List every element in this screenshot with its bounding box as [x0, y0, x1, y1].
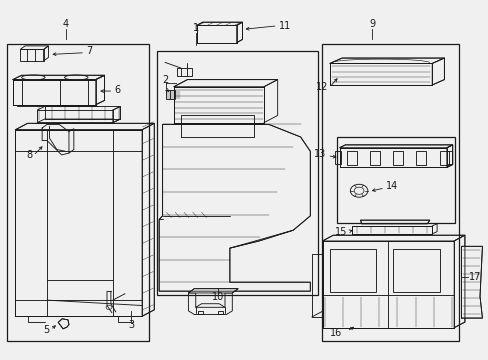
Text: 4: 4 — [62, 19, 68, 29]
Bar — [346, 150, 356, 165]
Ellipse shape — [21, 75, 45, 80]
Bar — [321, 44, 458, 341]
Bar — [329, 249, 375, 292]
Text: 5: 5 — [43, 325, 49, 335]
Polygon shape — [329, 63, 431, 85]
Text: 16: 16 — [329, 328, 342, 338]
Circle shape — [353, 187, 363, 194]
Text: 11: 11 — [278, 21, 290, 31]
Polygon shape — [322, 241, 453, 328]
Bar — [198, 311, 203, 314]
Polygon shape — [431, 58, 444, 85]
Polygon shape — [15, 123, 154, 130]
Polygon shape — [196, 26, 236, 42]
Text: 3: 3 — [128, 320, 134, 330]
Text: 14: 14 — [385, 181, 397, 192]
Polygon shape — [339, 148, 446, 167]
Text: 9: 9 — [368, 19, 375, 29]
Bar — [446, 151, 451, 164]
Circle shape — [349, 184, 367, 197]
Bar — [369, 150, 379, 165]
Polygon shape — [461, 246, 482, 318]
Polygon shape — [13, 80, 96, 105]
Polygon shape — [196, 22, 242, 26]
Bar — [336, 137, 454, 223]
Text: 2: 2 — [162, 75, 168, 85]
Bar — [165, 90, 181, 99]
Polygon shape — [13, 75, 104, 80]
Bar — [20, 49, 43, 61]
Polygon shape — [329, 58, 444, 63]
Ellipse shape — [64, 75, 88, 80]
Polygon shape — [173, 80, 277, 87]
Bar — [415, 150, 425, 165]
Text: 15: 15 — [334, 227, 346, 237]
Bar — [177, 68, 191, 76]
Polygon shape — [159, 125, 310, 291]
Polygon shape — [351, 226, 431, 234]
Polygon shape — [173, 87, 264, 123]
Bar — [217, 311, 222, 314]
Polygon shape — [15, 130, 142, 316]
Bar — [392, 249, 439, 292]
Text: 8: 8 — [26, 150, 32, 160]
Text: 7: 7 — [86, 46, 92, 56]
Text: 12: 12 — [315, 82, 328, 92]
Bar — [44, 160, 55, 167]
Polygon shape — [42, 125, 69, 155]
Polygon shape — [58, 319, 69, 329]
Text: 13: 13 — [313, 149, 326, 159]
Polygon shape — [339, 145, 452, 148]
Circle shape — [106, 305, 112, 310]
Bar — [7, 44, 149, 341]
Polygon shape — [113, 107, 120, 123]
Polygon shape — [188, 289, 238, 293]
Polygon shape — [96, 75, 104, 105]
Text: 10: 10 — [211, 292, 224, 302]
Text: 17: 17 — [468, 272, 480, 282]
Text: 1: 1 — [192, 23, 199, 33]
Polygon shape — [142, 123, 154, 316]
Polygon shape — [360, 220, 429, 224]
Bar — [439, 150, 448, 165]
Bar — [392, 150, 402, 165]
Bar — [157, 51, 317, 295]
Text: 6: 6 — [114, 85, 120, 95]
Polygon shape — [446, 145, 452, 167]
Polygon shape — [236, 22, 242, 42]
Bar — [334, 151, 340, 164]
Polygon shape — [37, 119, 120, 123]
Polygon shape — [188, 293, 232, 315]
Polygon shape — [322, 235, 464, 241]
Polygon shape — [453, 235, 464, 328]
